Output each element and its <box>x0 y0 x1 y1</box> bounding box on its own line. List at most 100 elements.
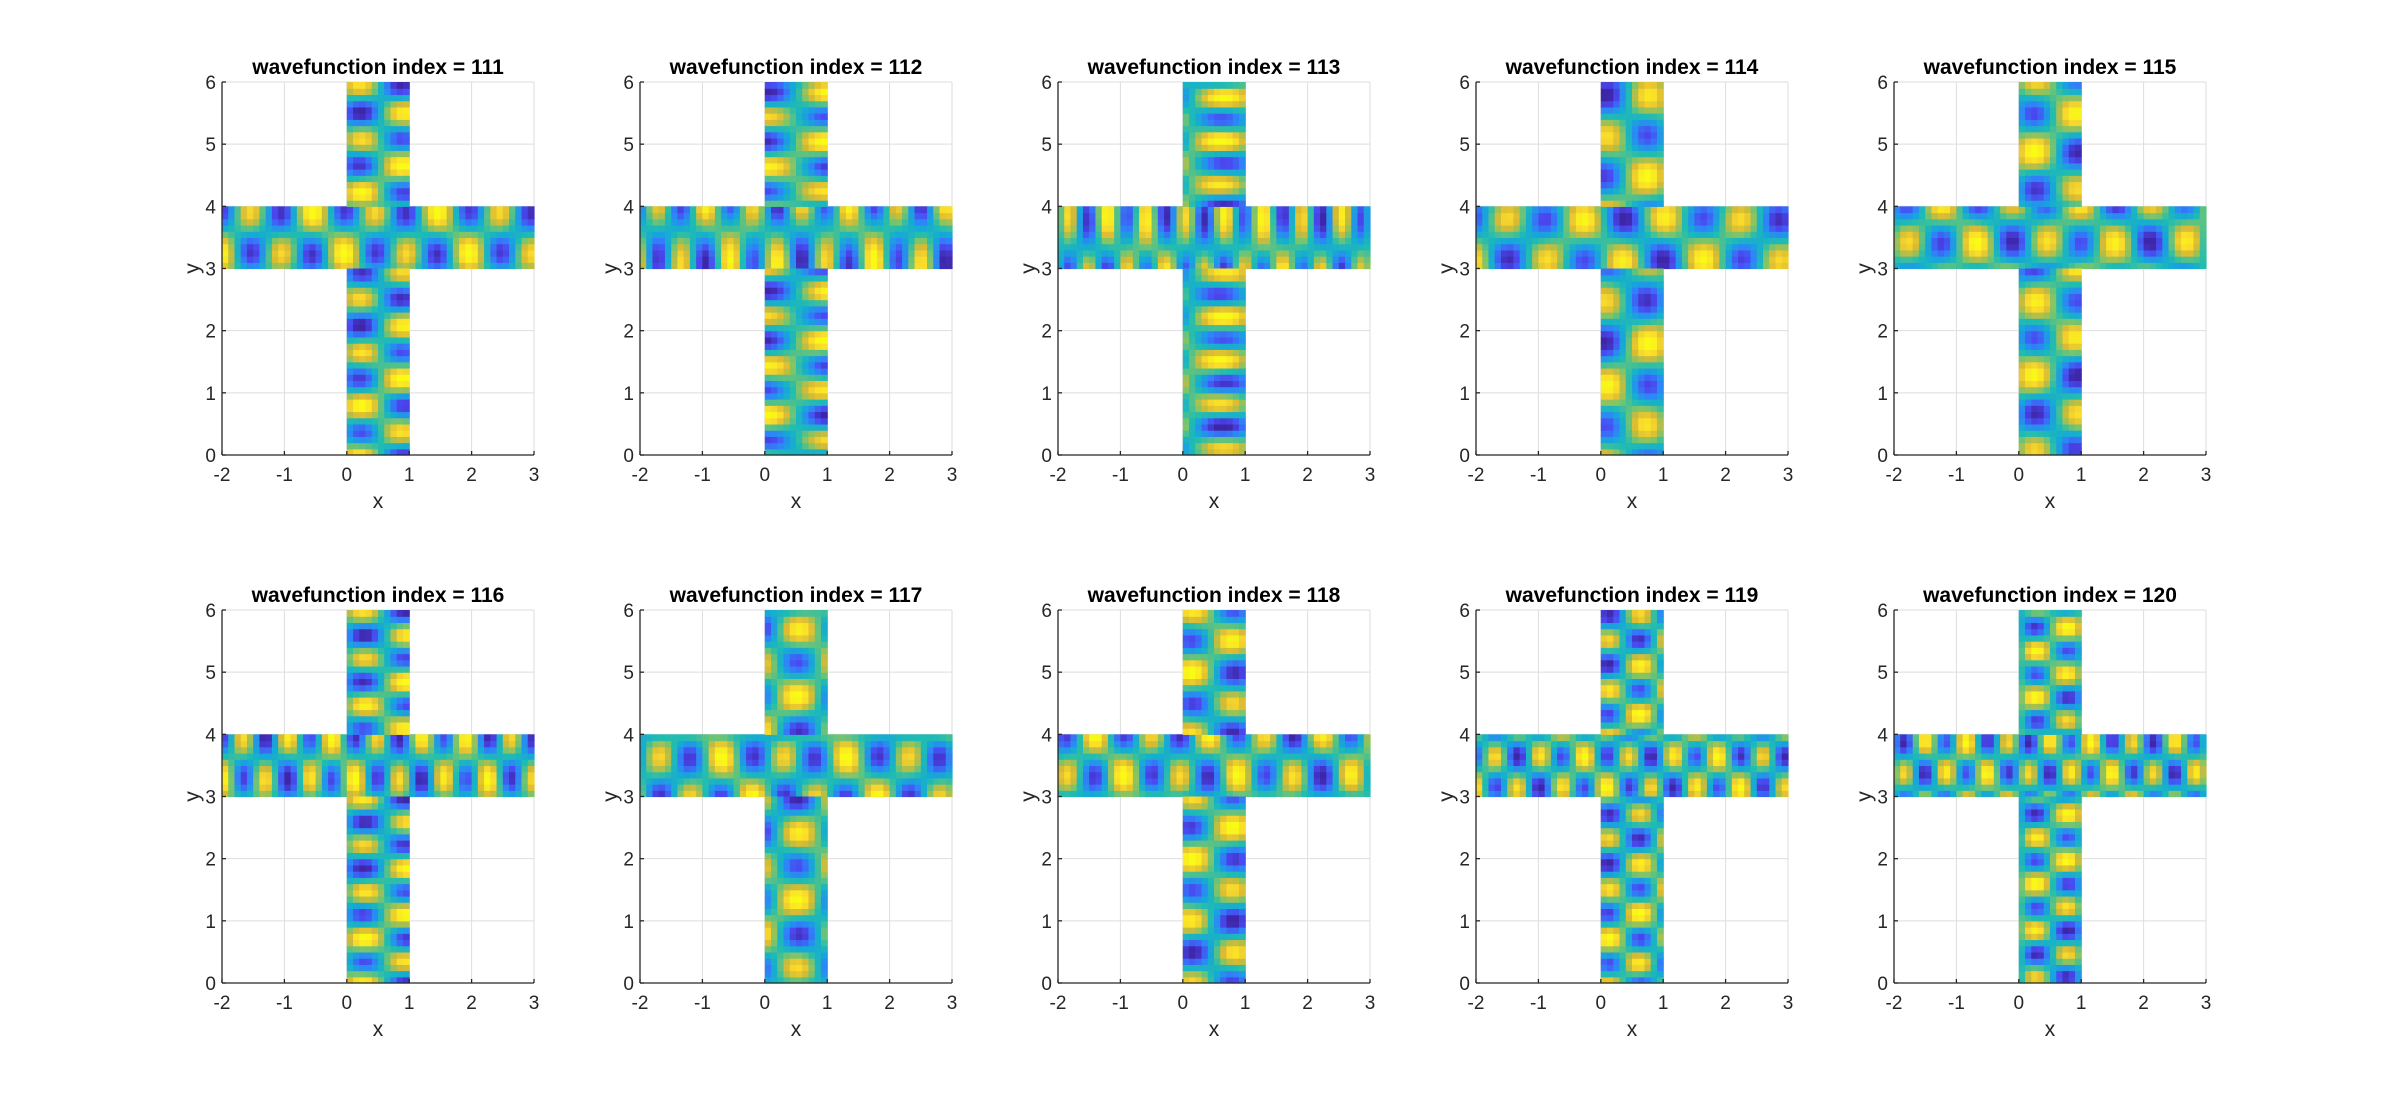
heatmap-cell <box>2062 249 2070 257</box>
heatmap-cell <box>1295 218 1302 226</box>
heatmap-cell <box>328 218 335 226</box>
heatmap-cell <box>1482 231 1490 239</box>
heatmap-cell <box>1195 224 1203 232</box>
heatmap-cell <box>1937 237 1945 245</box>
heatmap-cell <box>1507 224 1515 232</box>
heatmap-cell <box>689 256 697 263</box>
heatmap-cell <box>2106 262 2113 270</box>
heatmap-cell <box>290 262 298 270</box>
heatmap-cell <box>1625 336 1633 344</box>
heatmap-cell <box>802 392 810 400</box>
heatmap-cell <box>2099 206 2107 214</box>
heatmap-cell <box>359 249 367 257</box>
heatmap-cell <box>771 448 778 456</box>
heatmap-cell <box>814 274 822 282</box>
heatmap-cell <box>945 218 953 226</box>
heatmap-cell <box>1232 305 1240 313</box>
heatmap-cell <box>1189 380 1196 388</box>
heatmap-cell <box>353 144 360 151</box>
heatmap-cell <box>2018 287 2026 294</box>
heatmap-cell <box>1956 262 1964 270</box>
heatmap-cell <box>421 256 429 263</box>
heatmap-cell <box>2181 218 2188 226</box>
heatmap-cell <box>820 82 828 89</box>
heatmap-cell <box>1625 150 1633 158</box>
heatmap-cell <box>1064 256 1072 263</box>
heatmap-cell <box>1201 392 1209 400</box>
heatmap-cell <box>1625 318 1633 326</box>
heatmap-cell <box>1332 206 1340 214</box>
heatmap-cell <box>278 249 285 257</box>
heatmap-cell <box>1195 156 1203 164</box>
heatmap-cell <box>1557 256 1564 263</box>
heatmap-cell <box>1632 417 1639 425</box>
heatmap-cell <box>2031 336 2039 344</box>
heatmap-cell <box>390 82 398 89</box>
heatmap-cell <box>1600 119 1608 127</box>
heatmap-cell <box>284 237 292 245</box>
heatmap-cell <box>2031 417 2039 425</box>
heatmap-cell <box>802 330 810 338</box>
x-tick-label: -1 <box>694 465 711 486</box>
heatmap-cell <box>1182 361 1190 369</box>
heatmap-cell <box>346 212 354 220</box>
heatmap-cell <box>683 256 691 263</box>
heatmap-cell <box>234 249 242 257</box>
heatmap-cell <box>1214 206 1221 214</box>
heatmap-cell <box>1569 262 1577 270</box>
heatmap-cell <box>646 243 654 251</box>
heatmap-cell <box>1326 243 1334 251</box>
heatmap-cell <box>908 224 916 232</box>
heatmap-cell <box>390 442 398 450</box>
heatmap-cell <box>1182 237 1190 245</box>
heatmap-cell <box>296 243 304 251</box>
heatmap-cell <box>721 262 728 270</box>
heatmap-cell <box>1613 299 1621 307</box>
heatmap-cell <box>346 349 354 357</box>
heatmap-cell <box>1064 206 1072 214</box>
heatmap-cell <box>2043 175 2051 183</box>
heatmap-cell <box>2031 231 2039 239</box>
heatmap-cell <box>390 361 398 369</box>
heatmap-cell <box>253 231 261 239</box>
heatmap-cell <box>2050 175 2057 183</box>
heatmap-cell <box>353 349 360 357</box>
heatmap-cell <box>1656 268 1664 276</box>
chart-title: wavefunction index = 113 <box>1087 56 1341 79</box>
heatmap-cell <box>1220 405 1228 413</box>
heatmap-cell <box>1082 256 1090 263</box>
chart-panel-4: wavefunction index = 114-2 -1 0 1 2 30123456x… <box>1435 56 1793 513</box>
heatmap-cell <box>1619 349 1627 357</box>
heatmap-cell <box>908 262 916 270</box>
heatmap-cell <box>396 330 404 338</box>
heatmap-cell <box>371 293 379 301</box>
heatmap-cell <box>777 448 785 456</box>
heatmap-cell <box>1151 256 1159 263</box>
heatmap-cell <box>1950 262 1957 270</box>
heatmap-cell <box>814 88 822 96</box>
heatmap-cell <box>2118 212 2126 220</box>
heatmap-cell <box>927 237 934 245</box>
heatmap-cell <box>677 262 685 270</box>
heatmap-cell <box>1650 119 1658 127</box>
heatmap-cell <box>1195 305 1203 313</box>
heatmap-cell <box>1107 231 1115 239</box>
heatmap-cell <box>820 162 828 170</box>
heatmap-cell <box>378 243 385 251</box>
heatmap-cell <box>496 243 504 251</box>
heatmap-cell <box>1232 169 1240 176</box>
heatmap-cell <box>1207 82 1215 89</box>
heatmap-cell <box>1220 106 1228 114</box>
heatmap-cell <box>2162 243 2170 251</box>
heatmap-cell <box>1151 212 1159 220</box>
heatmap-cell <box>1363 218 1371 226</box>
heatmap-cell <box>402 380 410 388</box>
heatmap-cell <box>764 448 772 456</box>
heatmap-cell <box>814 262 822 270</box>
heatmap-cell <box>346 399 354 406</box>
heatmap-cell <box>1588 218 1596 226</box>
heatmap-cell <box>908 237 916 245</box>
heatmap-cell <box>796 268 803 276</box>
heatmap-cell <box>371 355 379 363</box>
heatmap-cell <box>1332 256 1340 263</box>
